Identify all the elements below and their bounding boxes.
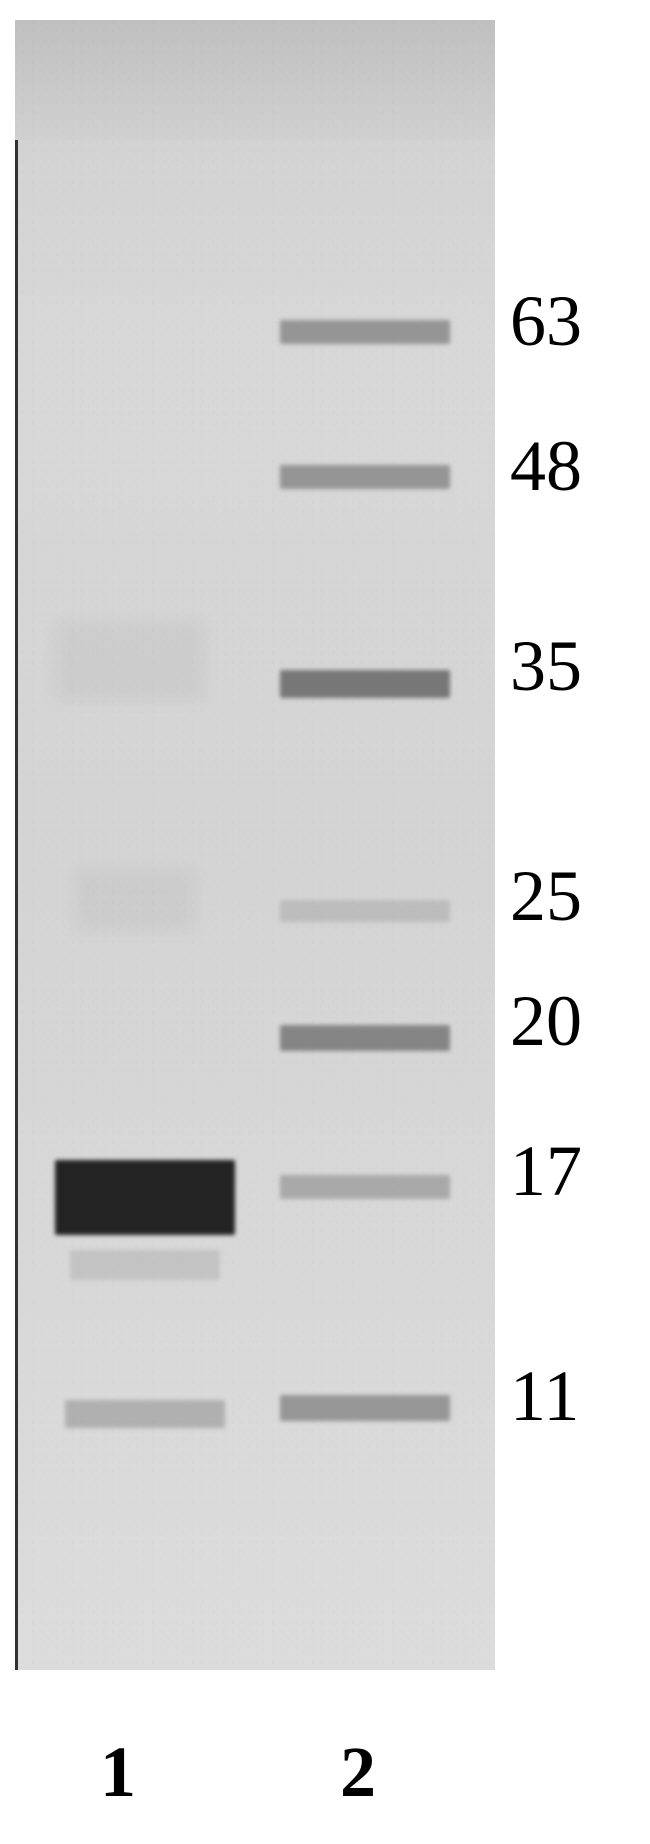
lane1-band-2 — [65, 1400, 225, 1428]
lane-1 — [45, 20, 245, 1670]
lane1-band-1 — [70, 1250, 220, 1280]
mw-label-25: 25 — [510, 855, 582, 938]
lane1-band-0 — [55, 1160, 235, 1235]
gel-image — [15, 20, 495, 1670]
mw-label-20: 20 — [510, 980, 582, 1063]
marker-band-17 — [280, 1175, 450, 1199]
marker-band-11 — [280, 1395, 450, 1421]
marker-band-20 — [280, 1025, 450, 1051]
lane-2-marker — [265, 20, 465, 1670]
marker-band-48 — [280, 465, 450, 489]
mw-label-48: 48 — [510, 425, 582, 508]
mw-label-35: 35 — [510, 625, 582, 708]
lane-2-label: 2 — [340, 1731, 376, 1814]
marker-band-35 — [280, 670, 450, 698]
mw-label-11: 11 — [510, 1355, 579, 1438]
mw-label-63: 63 — [510, 280, 582, 363]
marker-band-25 — [280, 900, 450, 922]
marker-band-63 — [280, 320, 450, 344]
lane-1-label: 1 — [100, 1731, 136, 1814]
mw-label-17: 17 — [510, 1130, 582, 1213]
